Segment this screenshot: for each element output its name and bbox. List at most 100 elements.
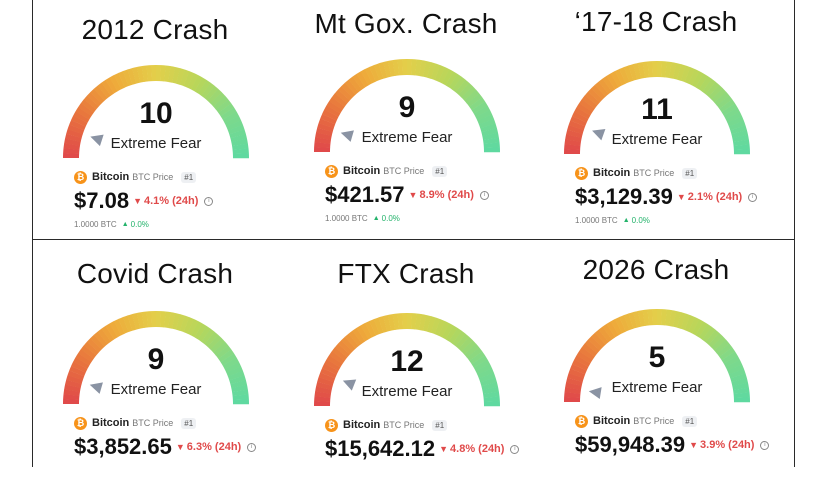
gauge-arc-segment xyxy=(350,86,354,89)
coin-row: ₿ Bitcoin BTC Price #1 xyxy=(325,163,447,179)
coin-subtitle: BTC Price xyxy=(132,418,173,428)
coin-name: Bitcoin xyxy=(92,171,129,183)
gauge-arc-segment xyxy=(209,338,213,341)
gauge-arc-segment xyxy=(178,322,182,323)
gauge-label: Extreme Fear xyxy=(51,135,261,152)
gauge-arc-segment xyxy=(377,71,381,73)
gauge-arc-segment xyxy=(675,71,680,72)
gauge-arc-segment xyxy=(385,323,390,324)
fear-greed-gauge: 11 Extreme Fear xyxy=(552,59,762,164)
gauge-arc-segment xyxy=(700,328,704,330)
btc-change: 0.0% xyxy=(632,216,650,225)
gauge-arc-segment xyxy=(600,336,604,339)
gauge-arc-segment xyxy=(420,68,425,69)
gauge-arc-segment xyxy=(134,75,139,76)
coin-row: ₿ Bitcoin BTC Price #1 xyxy=(325,417,447,433)
gauge-arc-segment xyxy=(178,76,182,77)
gauge-arc-segment xyxy=(169,320,174,321)
gauge-arc-segment xyxy=(389,68,394,69)
gauge-arc-segment xyxy=(389,322,394,323)
down-arrow-icon: ▼ xyxy=(409,190,418,200)
gauge-arc-segment xyxy=(394,321,399,322)
gauge-arc-segment xyxy=(354,83,358,86)
gauge-arc-segment xyxy=(368,74,372,76)
gauge-arc-segment xyxy=(615,78,619,80)
gauge-arc-segment xyxy=(199,330,203,332)
gauge-arc-segment xyxy=(361,78,365,80)
gauge-arc-segment xyxy=(631,320,635,321)
gauge-arc-segment xyxy=(191,326,195,328)
rank-badge: #1 xyxy=(682,168,697,179)
gauge-arc-segment xyxy=(631,72,635,73)
gauge-arc-segment xyxy=(165,319,170,320)
btc-amount: 1.0000 BTC xyxy=(325,214,368,223)
gauge-arc-segment xyxy=(377,325,381,327)
gauge-arc-segment xyxy=(644,69,649,70)
info-icon[interactable]: i xyxy=(480,191,489,200)
gauge-arc-segment xyxy=(106,333,110,336)
rank-badge: #1 xyxy=(682,416,697,427)
gauge-value: 5 xyxy=(552,341,762,375)
gauge-arc-segment xyxy=(433,325,437,327)
coin-name: Bitcoin xyxy=(343,165,380,177)
gauge-arc-segment xyxy=(710,88,714,91)
conversion-row: 1.0000 BTC ▲ 0.0% xyxy=(74,220,149,229)
btc-amount: 1.0000 BTC xyxy=(74,220,117,229)
info-icon[interactable]: i xyxy=(748,193,757,202)
gauge-value: 10 xyxy=(51,97,261,131)
btc-change: 0.0% xyxy=(131,220,149,229)
gauge-arc-segment xyxy=(130,76,134,77)
gauge-arc-segment xyxy=(460,86,464,89)
gauge-arc-segment xyxy=(372,327,376,329)
gauge-arc-segment xyxy=(450,332,454,334)
panel-2026-crash: 2026 Crash 5 Extreme Fear ₿ Bitcoin BTC … xyxy=(531,252,781,485)
panel-17-18-crash: ‘17-18 Crash 11 Extreme Fear ₿ Bitcoin B… xyxy=(531,4,781,237)
gauge-arc-segment xyxy=(103,89,107,92)
gauge-arc-segment xyxy=(687,75,691,77)
gauge-arc-segment xyxy=(182,77,186,79)
price-row: $421.57 ▼ 8.9% (24h) i xyxy=(325,182,489,208)
gauge-arc-segment xyxy=(692,324,696,326)
gauge-arc-segment xyxy=(169,74,174,75)
price-change: 3.9% (24h) xyxy=(700,439,754,451)
gauge-arc-segment xyxy=(460,340,464,343)
gauge-arc-segment xyxy=(209,92,213,95)
info-icon[interactable]: i xyxy=(760,441,769,450)
gauge-arc-segment xyxy=(174,75,179,76)
up-arrow-icon: ▲ xyxy=(623,217,630,224)
gauge-arc-segment xyxy=(457,83,461,86)
panel-title: 2026 Crash xyxy=(531,254,781,286)
price-change: 6.3% (24h) xyxy=(187,441,241,453)
gauge-arc-segment xyxy=(692,76,696,78)
gauge-arc-segment xyxy=(365,76,369,78)
gauge-arc-segment xyxy=(372,73,376,75)
gauge-arc-segment xyxy=(206,335,210,338)
gauge-arc-segment xyxy=(357,335,361,338)
info-icon[interactable]: i xyxy=(247,443,256,452)
gauge-arc-segment xyxy=(126,77,130,79)
price-value: $59,948.39 xyxy=(575,432,685,458)
panel-mt-gox-crash: Mt Gox. Crash 9 Extreme Fear ₿ Bitcoin B… xyxy=(281,2,531,235)
gauge-arc-segment xyxy=(134,321,139,322)
gauge-arc-segment xyxy=(453,335,457,338)
gauge-arc-segment xyxy=(710,336,714,339)
coin-name: Bitcoin xyxy=(92,417,129,429)
gauge-arc-segment xyxy=(696,78,700,80)
gauge-arc-segment xyxy=(611,80,615,82)
bitcoin-icon: ₿ xyxy=(325,419,338,432)
coin-subtitle: BTC Price xyxy=(383,420,424,430)
bitcoin-icon: ₿ xyxy=(575,167,588,180)
gauge-arc-segment xyxy=(639,318,644,319)
gauge-arc-segment xyxy=(644,317,649,318)
conversion-row: 1.0000 BTC ▲ 0.0% xyxy=(575,216,650,225)
info-icon[interactable]: i xyxy=(510,445,519,454)
gauge-label: Extreme Fear xyxy=(552,379,762,396)
btc-change: 0.0% xyxy=(382,214,400,223)
info-icon[interactable]: i xyxy=(204,197,213,206)
panel-title: Covid Crash xyxy=(30,258,280,290)
price-row: $59,948.39 ▼ 3.9% (24h) i xyxy=(575,432,769,458)
gauge-arc-segment xyxy=(607,331,611,334)
gauge-arc-segment xyxy=(670,318,675,319)
gauge-arc-segment xyxy=(117,80,121,82)
gauge-arc-segment xyxy=(165,73,170,74)
